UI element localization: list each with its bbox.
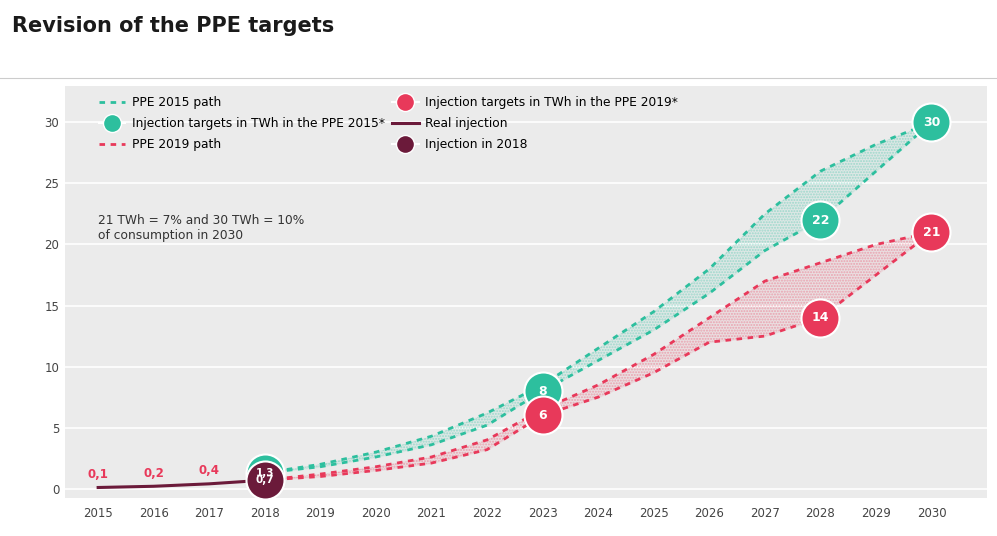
Text: 21 TWh = 7% and 30 TWh = 10%
of consumption in 2030: 21 TWh = 7% and 30 TWh = 10% of consumpt… [98, 214, 304, 242]
Text: 14: 14 [812, 311, 830, 324]
Text: 8: 8 [538, 384, 547, 398]
Text: 0,2: 0,2 [144, 466, 165, 480]
Text: 21: 21 [923, 226, 940, 239]
Point [813, 314, 829, 322]
Text: Revision of the PPE targets: Revision of the PPE targets [12, 16, 334, 36]
Point [534, 387, 550, 396]
Text: 6: 6 [538, 409, 547, 422]
Point [257, 476, 273, 485]
Point [534, 411, 550, 420]
Text: 1,3: 1,3 [255, 468, 274, 478]
Text: 0,4: 0,4 [198, 464, 219, 477]
Point [923, 228, 939, 236]
Legend: PPE 2015 path, Injection targets in TWh in the PPE 2015*, PPE 2019 path, Injecti: PPE 2015 path, Injection targets in TWh … [99, 96, 678, 151]
Point [257, 468, 273, 477]
Text: 0,1: 0,1 [88, 468, 109, 481]
Text: 0,7: 0,7 [255, 475, 274, 485]
Text: 22: 22 [812, 213, 830, 227]
Point [923, 118, 939, 126]
Text: 30: 30 [923, 116, 940, 129]
Point [813, 216, 829, 225]
